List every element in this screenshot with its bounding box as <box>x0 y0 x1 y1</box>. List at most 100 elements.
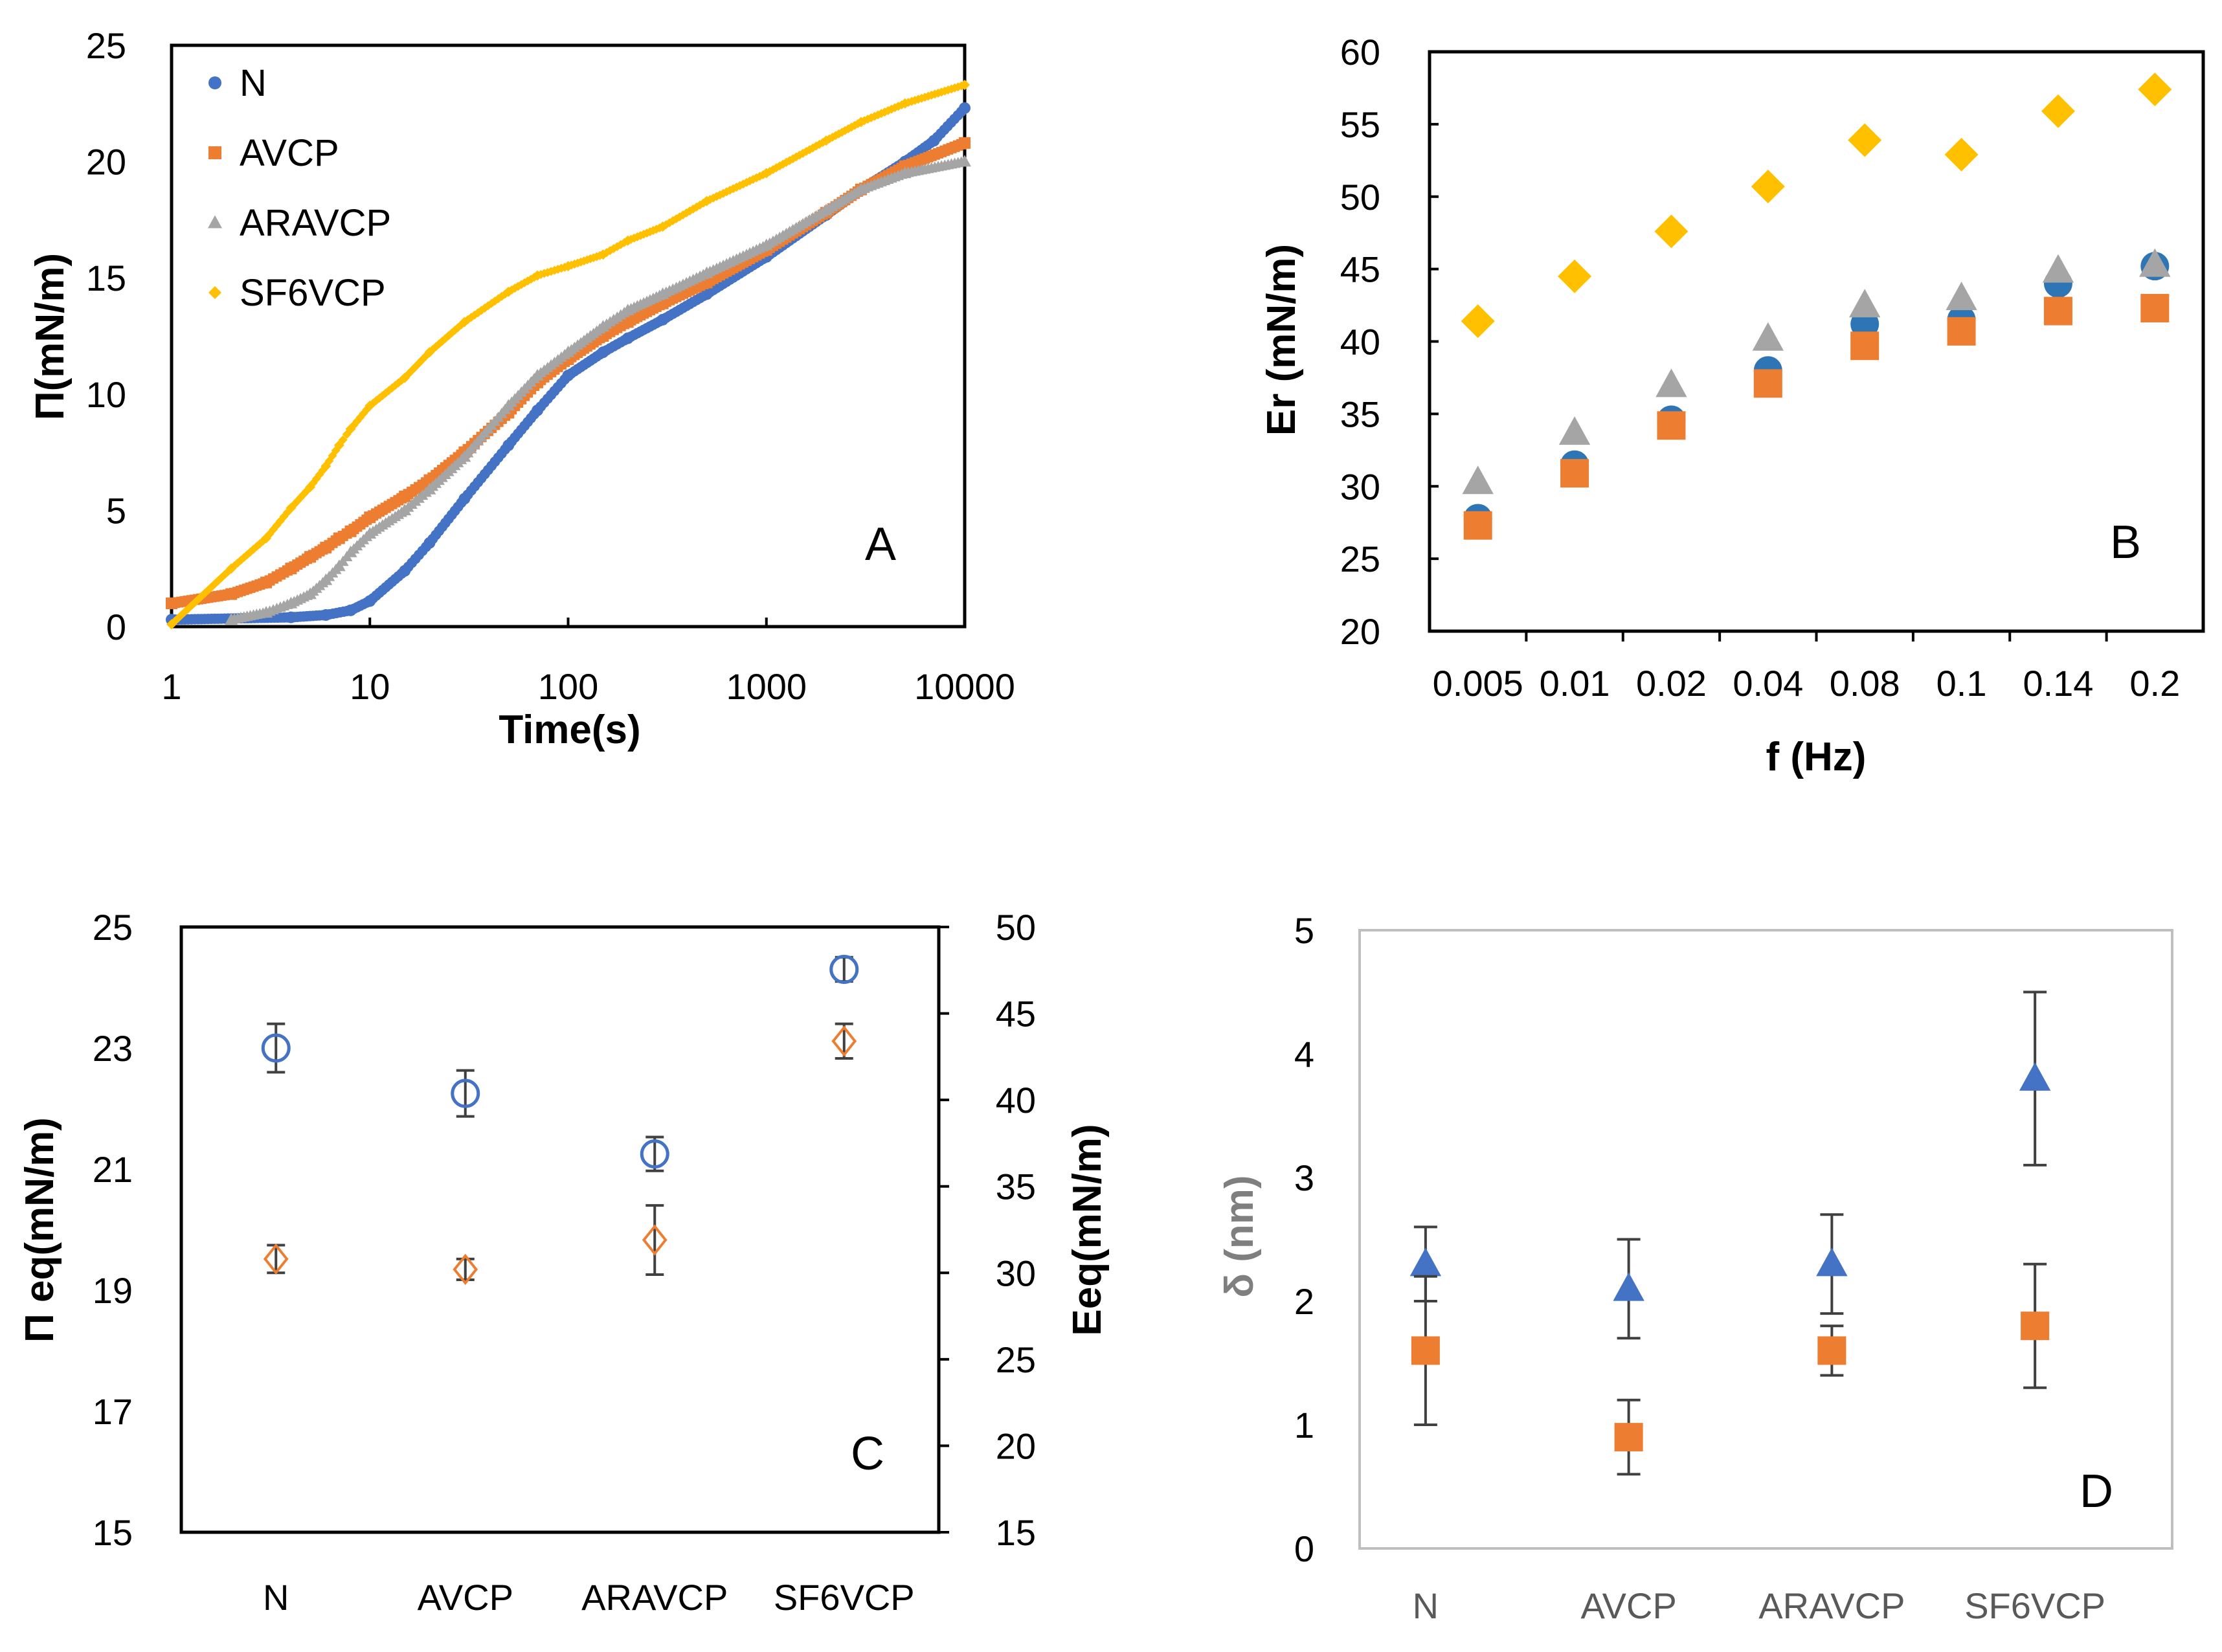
panel-a-x-tick-label: 1 <box>161 666 181 707</box>
panel-d-y-tick-label: 4 <box>1294 1034 1314 1075</box>
panel-b-y-tick-label: 20 <box>1340 611 1380 652</box>
panel-a-legend-marker <box>208 286 221 299</box>
panel-c-right-tick-label: 15 <box>996 1512 1036 1553</box>
panel-a-x-axis-title: Time(s) <box>499 708 640 752</box>
panel-c-left-tick-label: 23 <box>93 1028 133 1069</box>
panel-a-legend-label: N <box>240 62 267 104</box>
panel-b-aravcp-point <box>1848 289 1881 318</box>
panel-a-legend-label: AVCP <box>240 132 339 174</box>
panel-b-avcp-point <box>1753 369 1782 398</box>
panel-d-x-tick-label: N <box>1413 1585 1439 1626</box>
panel-d-point <box>1817 1336 1846 1365</box>
panel-b-x-tick-label: 0.2 <box>2129 663 2180 704</box>
panel-b-sf6vcp-point <box>2041 94 2075 128</box>
panel-c-x-tick-label: AVCP <box>418 1577 513 1618</box>
panel-a-y-tick-label: 10 <box>86 374 126 415</box>
panel-b-plot-area <box>1428 50 2205 633</box>
panel-b-sf6vcp-point <box>1944 137 1979 172</box>
panel-c: 15 17 19 21 23 25 15 20 25 30 35 40 45 50 N AVCP ARAVC… <box>17 907 1110 1618</box>
panel-a-legend: N AVCP ARAVCP SF6VCP <box>208 62 391 314</box>
panel-b-y-tick-label: 25 <box>1340 539 1380 579</box>
panel-c-plot-area <box>179 925 941 1534</box>
panel-d-y-tick-label: 5 <box>1294 910 1314 951</box>
panel-d-x-tick-label: ARAVCP <box>1758 1585 1905 1626</box>
panel-b: 20 25 30 35 40 45 50 55 60 0.005 0.01 0.02 0.04 0.08… <box>1259 32 2205 779</box>
panel-b-avcp-point <box>2140 294 2170 323</box>
panel-b-x-tick-label: 0.02 <box>1636 663 1707 704</box>
panel-c-error-bar <box>835 955 853 983</box>
panel-c-left-tick-label: 21 <box>93 1149 133 1190</box>
panel-c-right-tick-label: 20 <box>996 1425 1036 1466</box>
panel-c-error-bar <box>456 1257 475 1281</box>
panel-d-point <box>1409 1247 1442 1277</box>
panel-c-error-bar <box>267 1022 286 1074</box>
panel-d: 0 1 2 3 4 5 N AVCP ARAVCP SF6VCP δ (nm) D <box>1217 910 2173 1626</box>
panel-c-right-tick-label: 25 <box>996 1339 1036 1380</box>
panel-c-right-tick-label: 30 <box>996 1253 1036 1293</box>
panel-c-left-tick-label: 25 <box>93 907 133 948</box>
panel-b-x-tick-label: 0.08 <box>1830 663 1900 704</box>
panel-b-aravcp-point <box>1655 368 1687 397</box>
panel-b-avcp-point <box>1657 411 1686 440</box>
panel-b-y-tick-label: 55 <box>1340 104 1380 145</box>
panel-d-x-tick-label: SF6VCP <box>1964 1585 2105 1626</box>
panel-c-letter: C <box>851 1428 884 1480</box>
panel-c-error-bar <box>645 1204 664 1276</box>
panel-b-aravcp-point <box>1462 465 1494 495</box>
panel-c-x-tick-label: N <box>263 1577 289 1618</box>
panel-c-x-tick-label: ARAVCP <box>581 1577 728 1618</box>
panel-b-aravcp-point <box>2042 254 2074 283</box>
panel-c-right-tick-label: 45 <box>996 994 1036 1034</box>
panel-d-letter: D <box>2080 1466 2113 1517</box>
panel-c-right-axis-title: Eeq(mN/m) <box>1065 1124 1110 1335</box>
panel-c-x-tick-label: SF6VCP <box>774 1577 915 1618</box>
panel-b-avcp-point <box>1560 459 1589 488</box>
panel-b-sf6vcp-point <box>1461 304 1495 339</box>
panel-d-x-tick-label: AVCP <box>1580 1585 1676 1626</box>
panel-a-legend-label: ARAVCP <box>240 202 391 244</box>
panel-a-x-tick-label: 10000 <box>914 666 1015 707</box>
panel-d-y-tick-label: 0 <box>1294 1528 1314 1569</box>
panel-c-error-bar <box>645 1135 664 1172</box>
panel-b-x-tick-label: 0.01 <box>1540 663 1610 704</box>
panel-c-point <box>263 1243 289 1275</box>
panel-c-error-bar <box>456 1069 475 1118</box>
panel-a-y-tick-label: 5 <box>106 490 126 531</box>
panel-b-y-tick-label: 30 <box>1340 466 1380 507</box>
panel-c-point <box>831 1025 857 1057</box>
panel-a-y-tick-label: 20 <box>86 142 126 183</box>
panel-a-n-point <box>959 102 971 114</box>
panel-a-legend-marker <box>208 146 221 159</box>
panel-d-y-axis-title: δ (nm) <box>1217 1175 1262 1297</box>
panel-c-point <box>640 1139 669 1169</box>
panel-b-y-tick-label: 45 <box>1340 249 1380 290</box>
panel-c-point <box>829 954 859 984</box>
panel-a-sf6vcp-point <box>338 435 348 445</box>
panel-a-avcp-point <box>959 137 971 149</box>
panel-c-error-bar <box>267 1244 286 1275</box>
panel-b-sf6vcp-point <box>1751 170 1785 204</box>
panel-a-letter: A <box>865 519 896 570</box>
panel-a-x-tick-label: 10 <box>350 666 390 707</box>
panel-d-y-tick-label: 1 <box>1294 1405 1314 1446</box>
panel-c-right-tick-label: 40 <box>996 1080 1036 1121</box>
panel-c-left-tick-label: 15 <box>93 1512 133 1553</box>
panel-b-x-tick-label: 0.005 <box>1433 663 1523 704</box>
panel-d-point <box>2021 1312 2050 1341</box>
panel-b-avcp-point <box>1947 317 1976 346</box>
panel-d-y-tick-label: 3 <box>1294 1157 1314 1198</box>
panel-a-sf6vcp-point <box>960 80 970 91</box>
panel-c-point <box>453 1253 478 1286</box>
panel-a-y-tick-label: 0 <box>106 607 126 647</box>
panel-a-x-tick-label: 100 <box>538 666 598 707</box>
panel-b-aravcp-point <box>1752 322 1784 351</box>
panel-c-right-tick-label: 35 <box>996 1166 1036 1207</box>
panel-b-y-tick-label: 40 <box>1340 322 1380 363</box>
panel-b-avcp-point <box>2043 296 2072 326</box>
panel-a-y-axis-title: Π(mN/m) <box>28 253 73 420</box>
panel-c-point <box>451 1078 480 1108</box>
panel-d-plot-area <box>1358 929 2173 1550</box>
panel-b-x-axis-title: f (Hz) <box>1766 735 1867 779</box>
panel-b-letter: B <box>2110 517 2141 568</box>
